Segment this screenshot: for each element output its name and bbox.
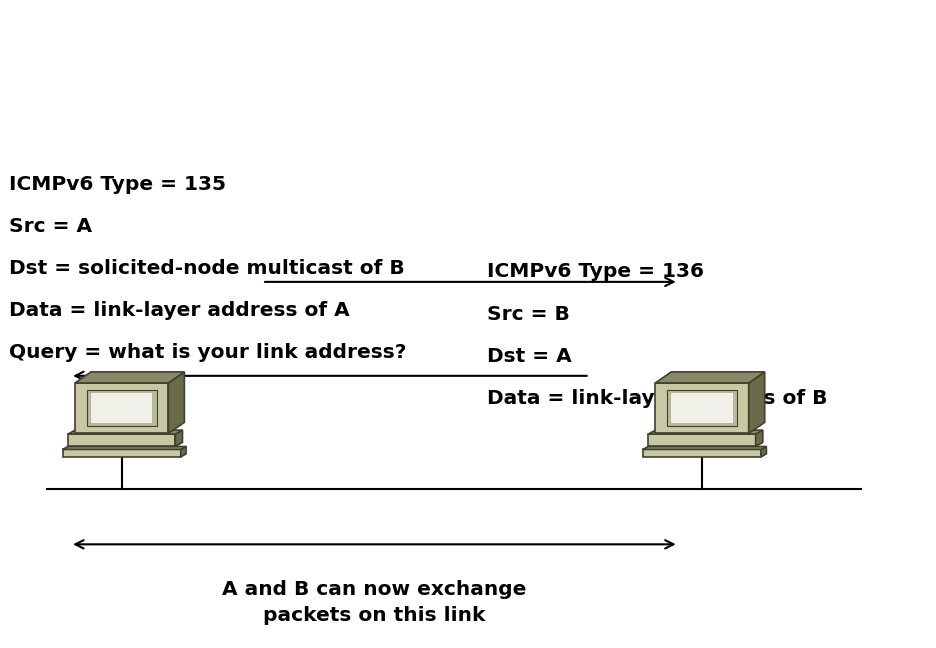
Bar xyxy=(63,450,181,457)
Polygon shape xyxy=(181,446,186,457)
Text: Src = B: Src = B xyxy=(487,305,569,323)
Polygon shape xyxy=(649,430,763,434)
Polygon shape xyxy=(68,430,183,434)
Polygon shape xyxy=(175,430,183,446)
Text: Query = what is your link address?: Query = what is your link address? xyxy=(9,343,407,362)
Text: ICMPv6 Type = 135: ICMPv6 Type = 135 xyxy=(9,175,227,194)
Bar xyxy=(655,383,749,434)
Text: Dst = A: Dst = A xyxy=(487,347,572,365)
Text: Src = A: Src = A xyxy=(9,217,93,236)
Polygon shape xyxy=(75,372,184,383)
Bar xyxy=(68,434,175,446)
Bar xyxy=(671,393,733,423)
Polygon shape xyxy=(749,372,765,434)
Text: Data = link-layer address of B: Data = link-layer address of B xyxy=(487,389,827,408)
Bar xyxy=(91,393,153,423)
Text: Dst = solicited-node multicast of B: Dst = solicited-node multicast of B xyxy=(9,259,405,278)
Polygon shape xyxy=(168,372,184,434)
Text: A and B can now exchange: A and B can now exchange xyxy=(222,580,527,599)
Polygon shape xyxy=(63,446,186,450)
Bar xyxy=(643,450,761,457)
Polygon shape xyxy=(755,430,763,446)
Bar xyxy=(75,383,168,434)
Polygon shape xyxy=(761,446,767,457)
Bar xyxy=(86,390,157,426)
Text: Data = link-layer address of A: Data = link-layer address of A xyxy=(9,301,350,320)
Text: ICMPv6 Type = 136: ICMPv6 Type = 136 xyxy=(487,262,704,281)
Bar xyxy=(666,390,738,426)
Polygon shape xyxy=(655,372,765,383)
Text: packets on this link: packets on this link xyxy=(263,606,486,625)
Bar xyxy=(649,434,755,446)
Polygon shape xyxy=(643,446,767,450)
